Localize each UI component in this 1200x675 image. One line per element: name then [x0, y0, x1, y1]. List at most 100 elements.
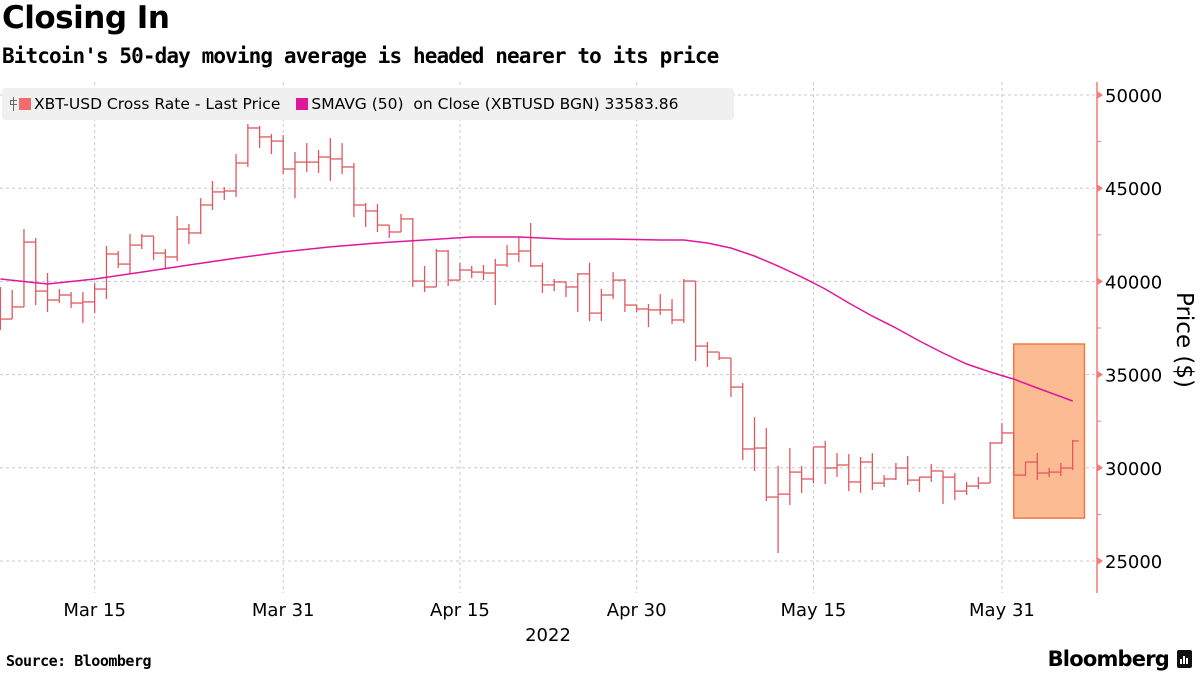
price-bar — [730, 358, 743, 397]
price-bar — [800, 465, 814, 493]
price-bar — [1048, 467, 1061, 478]
price-bar — [577, 273, 590, 312]
price-bar — [329, 138, 343, 181]
price-bar — [482, 264, 496, 281]
gridlines — [0, 82, 1097, 593]
x-tick-label: Apr 30 — [607, 600, 667, 621]
price-bar — [659, 294, 673, 315]
price-bar — [871, 453, 885, 490]
price-bar — [1060, 462, 1073, 477]
price-bar — [977, 476, 991, 490]
x-tick-label: Mar 31 — [252, 600, 315, 621]
x-tick-label: Apr 15 — [430, 600, 490, 621]
price-bar — [435, 248, 449, 287]
price-bar — [706, 341, 720, 367]
price-bar — [612, 272, 625, 300]
price-bar — [46, 273, 60, 312]
y-axis-label: Price ($) — [1171, 292, 1197, 388]
price-bar — [588, 262, 602, 322]
price-swatch-icon — [19, 98, 31, 110]
price-bar — [270, 133, 284, 155]
price-bar — [529, 223, 543, 268]
sma-layer — [0, 236, 1073, 402]
price-bar — [683, 278, 696, 323]
price-bar — [518, 237, 531, 263]
price-bar — [636, 305, 649, 312]
y-tick-mark — [1097, 277, 1103, 286]
price-bar — [247, 124, 260, 167]
price-bar — [35, 237, 48, 306]
price-bar — [388, 224, 402, 238]
highlight-layer — [1012, 343, 1086, 519]
price-bar — [471, 265, 484, 279]
price-bar — [883, 475, 896, 487]
price-bar — [694, 281, 708, 361]
price-bar — [376, 204, 390, 233]
x-tick-label: May 15 — [781, 600, 847, 621]
price-bar — [82, 292, 95, 323]
y-tick-label: 25000 — [1105, 552, 1162, 573]
price-bar — [942, 470, 955, 504]
x-tick-label: May 31 — [969, 600, 1035, 621]
price-bar — [647, 303, 661, 328]
price-bar — [211, 180, 225, 211]
y-tick-label: 35000 — [1105, 366, 1162, 387]
price-bar — [824, 440, 837, 485]
price-bar — [753, 417, 767, 471]
x-axis-year-label: 2022 — [525, 625, 571, 646]
price-bar — [565, 281, 578, 298]
price-bar — [117, 251, 131, 268]
price-bar — [1036, 453, 1050, 481]
legend: XBT-USD Cross Rate - Last Price SMAVG (5… — [2, 88, 734, 120]
logo-text: Bloomberg — [1047, 647, 1170, 671]
price-bar — [70, 292, 83, 309]
price-bar — [306, 143, 319, 172]
sma-swatch-icon — [296, 98, 309, 110]
x-axis: Mar 15 Mar 31 Apr 15 Apr 30 May 15 May 31 — [63, 600, 1035, 621]
price-bar — [895, 462, 908, 481]
y-tick-label: 45000 — [1105, 179, 1162, 200]
highlight-box — [1012, 343, 1086, 519]
price-bar — [365, 202, 378, 227]
price-bar — [129, 234, 142, 274]
price-bar — [742, 382, 755, 460]
y-tick-mark — [1097, 91, 1103, 99]
chart-subtitle: Bitcoin's 50-day moving average is heade… — [2, 44, 719, 68]
price-bar — [188, 223, 201, 244]
price-bar — [200, 198, 213, 235]
price-bar — [954, 473, 967, 501]
price-bar — [1001, 423, 1014, 444]
price-bar — [848, 454, 861, 492]
price-bar — [459, 262, 472, 281]
x-tick-label: Mar 15 — [63, 600, 126, 621]
sma-line — [0, 236, 1073, 402]
price-bar — [341, 143, 354, 175]
price-bar — [400, 213, 413, 233]
price-bar — [989, 442, 1002, 484]
price-bar — [965, 481, 979, 496]
price-bar — [859, 456, 873, 493]
price-bar — [58, 289, 72, 304]
price-bar — [789, 448, 802, 506]
price-bar — [23, 229, 36, 307]
price-bar — [294, 152, 307, 199]
price-bar — [918, 476, 932, 493]
price-bar — [164, 248, 178, 270]
bloomberg-chart-icon — [1177, 650, 1192, 668]
y-tick-mark — [1097, 370, 1103, 379]
price-bar — [282, 135, 295, 175]
price-bar — [141, 234, 154, 249]
price-bars — [0, 124, 1079, 553]
y-tick-label: 50000 — [1105, 86, 1162, 107]
price-bar — [235, 154, 248, 197]
price-bar — [317, 149, 331, 173]
y-tick-mark — [1097, 463, 1103, 472]
legend-item-price: XBT-USD Cross Rate - Last Price — [2, 95, 280, 113]
legend-label-price: XBT-USD Cross Rate - Last Price — [34, 95, 281, 113]
price-bar — [105, 245, 119, 300]
price-bar — [812, 446, 826, 484]
price-bar — [541, 262, 555, 293]
price-bar — [930, 464, 944, 482]
price-bar — [765, 428, 779, 501]
